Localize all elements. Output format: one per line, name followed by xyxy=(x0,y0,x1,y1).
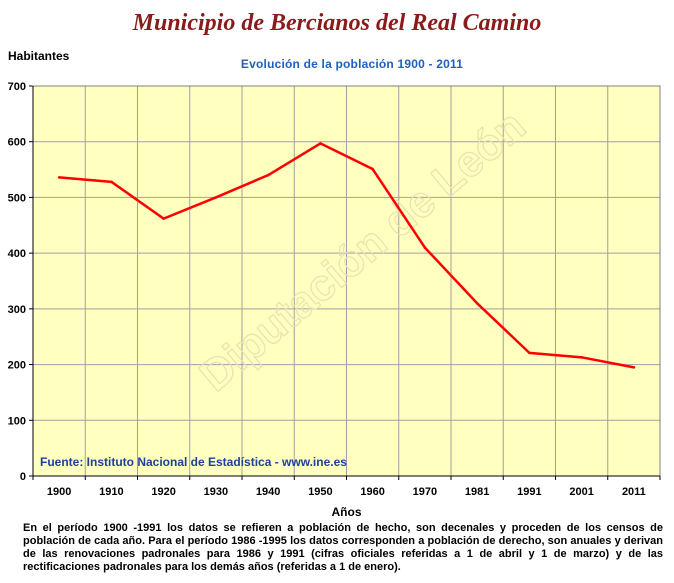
data-point xyxy=(214,196,218,199)
x-tick-label: 1900 xyxy=(47,486,71,498)
page-title: Municipio de Bercianos del Real Camino xyxy=(132,10,542,36)
x-tick-label: 1991 xyxy=(517,486,541,498)
data-point xyxy=(319,142,322,145)
x-tick-label: 1910 xyxy=(99,486,123,498)
y-tick-label: 600 xyxy=(8,137,26,149)
data-point xyxy=(371,167,374,171)
y-tick-label: 100 xyxy=(8,415,26,427)
x-tick-label: 1940 xyxy=(256,486,280,498)
data-point xyxy=(110,180,113,184)
source-note: Fuente: Instituto Nacional de Estadístic… xyxy=(40,455,347,469)
data-point xyxy=(57,176,61,179)
data-point xyxy=(266,173,270,177)
y-axis-label: Habitantes xyxy=(8,49,70,63)
y-tick-label: 0 xyxy=(20,471,26,483)
x-tick-label: 1920 xyxy=(151,486,175,498)
data-point xyxy=(632,366,636,369)
x-tick-label: 1950 xyxy=(308,486,332,498)
x-axis-label: Años xyxy=(332,505,362,519)
data-point xyxy=(162,217,165,220)
footnote: En el período 1900 -1991 los datos se re… xyxy=(23,522,663,573)
x-tick-label: 1970 xyxy=(413,486,437,498)
x-tick-label: 2011 xyxy=(622,486,646,498)
x-tick-label: 1960 xyxy=(360,486,384,498)
x-tick-label: 2001 xyxy=(569,486,593,498)
data-point xyxy=(423,246,427,249)
data-point xyxy=(580,356,583,359)
chart-subtitle: Evolución de la población 1900 - 2011 xyxy=(240,57,464,71)
y-tick-label: 500 xyxy=(8,192,26,204)
x-tick-label: 1981 xyxy=(465,486,489,498)
population-series-line xyxy=(59,142,635,369)
x-tick-label: 1930 xyxy=(204,486,228,498)
y-tick-label: 700 xyxy=(8,81,26,93)
y-tick-label: 400 xyxy=(8,248,26,260)
data-point xyxy=(528,351,531,355)
data-point xyxy=(475,301,479,305)
y-tick-label: 300 xyxy=(8,304,26,316)
y-tick-label: 200 xyxy=(8,360,26,372)
